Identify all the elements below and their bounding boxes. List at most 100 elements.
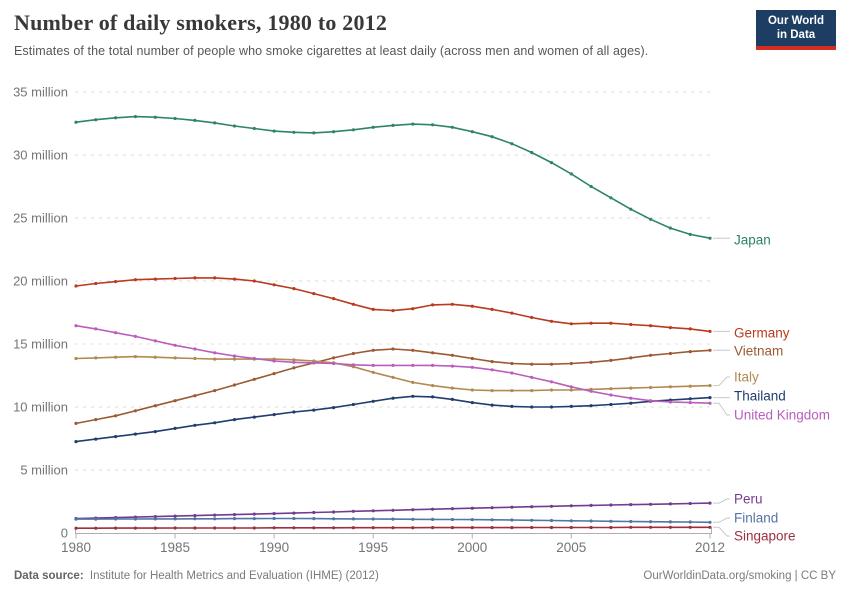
data-point-finland-1988[interactable] (232, 517, 237, 521)
data-point-japan-1998[interactable] (431, 123, 435, 127)
series-label-italy[interactable]: Italy (734, 370, 759, 385)
data-point-vietnam-1998[interactable] (431, 351, 435, 355)
data-point-finland-1996[interactable] (391, 517, 395, 521)
series-line-germany[interactable] (75, 277, 711, 333)
data-point-thailand-2005[interactable] (569, 404, 573, 408)
data-point-peru-1999[interactable] (450, 507, 454, 511)
data-point-vietnam-1994[interactable] (351, 351, 355, 356)
data-point-peru-1987[interactable] (213, 513, 217, 517)
data-point-singapore-2006[interactable] (589, 525, 593, 530)
data-point-united-kingdom-1996[interactable] (391, 363, 395, 367)
series-label-japan[interactable]: Japan (734, 233, 771, 248)
series-label-singapore[interactable]: Singapore (734, 529, 796, 544)
data-point-singapore-1981[interactable] (94, 526, 98, 530)
data-point-japan-1997[interactable] (411, 122, 415, 126)
data-point-singapore-1996[interactable] (391, 526, 395, 530)
data-point-germany-2010[interactable] (668, 326, 673, 330)
data-point-thailand-1991[interactable] (292, 410, 296, 414)
data-point-singapore-2001[interactable] (490, 526, 494, 530)
data-point-germany-1992[interactable] (312, 292, 316, 296)
data-point-peru-2006[interactable] (589, 503, 593, 507)
data-point-thailand-1997[interactable] (411, 394, 415, 398)
data-point-singapore-2005[interactable] (569, 525, 573, 530)
data-point-vietnam-2005[interactable] (569, 361, 573, 366)
data-point-italy-1981[interactable] (94, 356, 98, 360)
data-point-peru-1996[interactable] (391, 508, 395, 512)
data-point-germany-2000[interactable] (470, 304, 474, 308)
data-point-finland-2005[interactable] (569, 519, 573, 523)
data-point-japan-1992[interactable] (312, 131, 316, 135)
data-point-finland-2010[interactable] (668, 520, 673, 524)
data-point-vietnam-1988[interactable] (232, 383, 237, 387)
data-point-finland-2009[interactable] (649, 520, 653, 524)
data-point-italy-1985[interactable] (173, 356, 177, 360)
data-point-germany-2008[interactable] (629, 322, 633, 327)
data-point-germany-1991[interactable] (292, 287, 296, 291)
data-point-singapore-1982[interactable] (114, 526, 118, 530)
data-point-finland-2006[interactable] (589, 519, 593, 523)
data-point-finland-1986[interactable] (193, 517, 197, 521)
data-point-peru-1993[interactable] (332, 510, 336, 514)
data-point-vietnam-1990[interactable] (272, 372, 276, 376)
data-point-germany-1993[interactable] (332, 297, 336, 301)
data-point-vietnam-2006[interactable] (589, 360, 593, 364)
data-point-italy-1984[interactable] (153, 355, 157, 359)
data-point-japan-2012[interactable] (708, 236, 712, 240)
series-label-vietnam[interactable]: Vietnam (734, 344, 783, 359)
data-point-peru-2007[interactable] (609, 503, 613, 507)
data-point-vietnam-1999[interactable] (450, 353, 454, 357)
data-point-finland-1998[interactable] (431, 517, 435, 522)
data-point-finland-2002[interactable] (510, 518, 514, 522)
data-point-thailand-1992[interactable] (312, 408, 316, 412)
data-point-finland-1980[interactable] (74, 517, 78, 521)
data-point-united-kingdom-2000[interactable] (470, 365, 474, 369)
data-point-united-kingdom-1998[interactable] (431, 363, 435, 367)
data-point-germany-1986[interactable] (193, 276, 197, 280)
data-point-finland-1991[interactable] (292, 516, 296, 521)
data-point-italy-1991[interactable] (292, 358, 296, 362)
data-point-germany-1987[interactable] (213, 276, 217, 280)
data-point-thailand-1990[interactable] (272, 413, 276, 417)
data-point-finland-2003[interactable] (530, 518, 534, 522)
series-line-japan[interactable] (75, 115, 711, 239)
data-point-united-kingdom-1988[interactable] (232, 354, 237, 358)
data-point-peru-1994[interactable] (351, 509, 355, 513)
data-point-finland-1982[interactable] (114, 517, 118, 521)
data-point-italy-2002[interactable] (510, 389, 514, 393)
data-point-thailand-2004[interactable] (549, 405, 554, 409)
data-point-japan-2007[interactable] (609, 196, 613, 200)
data-point-germany-1998[interactable] (431, 303, 435, 307)
data-point-japan-1981[interactable] (94, 118, 98, 122)
data-point-thailand-1982[interactable] (114, 435, 118, 439)
data-point-italy-2009[interactable] (649, 385, 653, 390)
data-point-united-kingdom-1987[interactable] (213, 351, 217, 355)
data-point-peru-2011[interactable] (688, 501, 692, 506)
data-point-singapore-1980[interactable] (74, 526, 78, 530)
data-point-finland-1994[interactable] (351, 517, 355, 521)
data-point-japan-2001[interactable] (490, 135, 494, 139)
data-point-japan-2010[interactable] (668, 226, 673, 230)
data-point-thailand-1998[interactable] (431, 395, 435, 399)
data-point-united-kingdom-1985[interactable] (173, 343, 177, 347)
data-point-united-kingdom-1997[interactable] (411, 363, 415, 367)
data-point-finland-2007[interactable] (609, 519, 613, 523)
data-point-united-kingdom-1993[interactable] (332, 361, 336, 366)
owid-logo[interactable]: Our World in Data (756, 10, 836, 50)
data-point-finland-1990[interactable] (272, 516, 276, 521)
data-point-italy-1996[interactable] (391, 375, 395, 379)
data-point-vietnam-1984[interactable] (153, 404, 157, 408)
data-point-peru-2001[interactable] (490, 506, 494, 510)
data-point-united-kingdom-2012[interactable] (708, 401, 712, 405)
data-point-germany-1982[interactable] (114, 280, 118, 284)
data-point-finland-1984[interactable] (153, 517, 157, 521)
series-label-finland[interactable]: Finland (734, 511, 778, 526)
data-point-peru-1990[interactable] (272, 511, 276, 516)
data-point-peru-2005[interactable] (569, 504, 573, 508)
data-point-japan-2008[interactable] (629, 207, 633, 211)
data-point-thailand-1996[interactable] (391, 396, 395, 400)
data-point-germany-1980[interactable] (74, 284, 78, 288)
data-point-japan-2003[interactable] (530, 150, 534, 155)
data-point-japan-1983[interactable] (133, 115, 137, 119)
series-label-germany[interactable]: Germany (734, 326, 790, 341)
data-point-germany-1981[interactable] (94, 281, 98, 286)
